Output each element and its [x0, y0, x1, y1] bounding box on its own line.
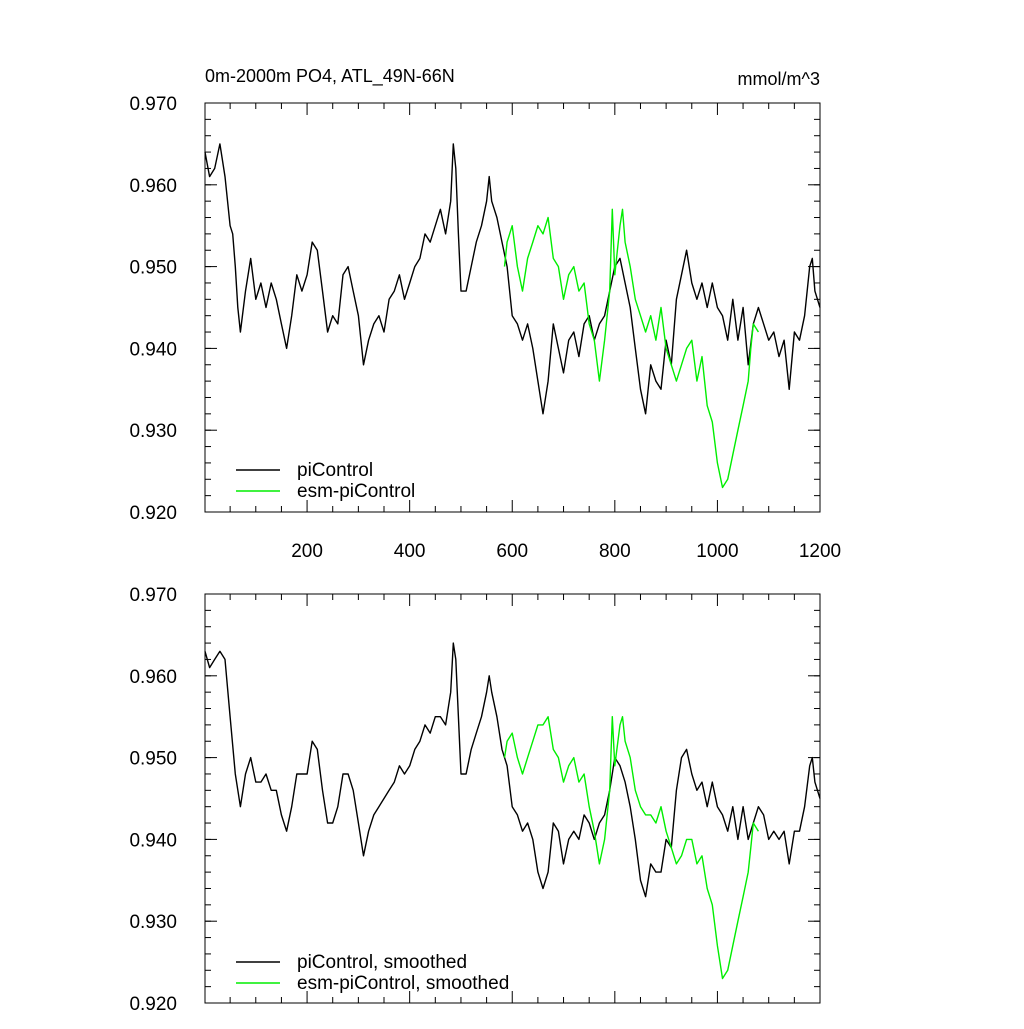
legend-label: piControl, smoothed [297, 952, 467, 973]
y-tick-label: 0.940 [129, 830, 177, 851]
chart-title: 0m-2000m PO4, ATL_49N-66N [205, 66, 455, 87]
y-tick-label: 0.960 [129, 176, 177, 197]
legend-label: esm-piControl [297, 481, 415, 502]
y-tick-label: 0.950 [129, 749, 177, 770]
legend-label: piControl [297, 460, 373, 481]
y-tick-label: 0.970 [129, 94, 177, 115]
x-tick-label: 1200 [799, 541, 841, 562]
y-tick-label: 0.960 [129, 667, 177, 688]
series-line-esm-picontrol [503, 208, 759, 489]
units-label: mmol/m^3 [738, 69, 820, 89]
x-tick-label: 800 [599, 541, 631, 562]
y-tick-label: 0.940 [129, 339, 177, 360]
plot-frame [204, 593, 821, 1004]
x-tick-label: 400 [394, 541, 426, 562]
y-tick-label: 0.930 [129, 421, 177, 442]
y-tick-label: 0.930 [129, 912, 177, 933]
y-tick-label: 0.950 [129, 258, 177, 279]
y-tick-label: 0.920 [129, 503, 177, 524]
y-tick-label: 0.920 [129, 994, 177, 1015]
x-tick-label: 600 [496, 541, 528, 562]
top-panel: 0.920 0.930 0.940 0.950 0.960 0.970 200 400 600 8… [129, 94, 841, 562]
x-tick-label: 200 [291, 541, 323, 562]
series-line-picontrol-smoothed [204, 642, 821, 898]
y-tick-label: 0.970 [129, 585, 177, 606]
series-line-esm-picontrol-smoothed [503, 716, 759, 980]
legend-label: esm-piControl, smoothed [297, 973, 509, 994]
series-line-picontrol [204, 143, 821, 415]
x-tick-label: 1000 [696, 541, 738, 562]
bottom-panel: 0.920 0.930 0.940 0.950 0.960 0.970 piControl,… [129, 585, 821, 1015]
plot-frame [204, 102, 821, 513]
